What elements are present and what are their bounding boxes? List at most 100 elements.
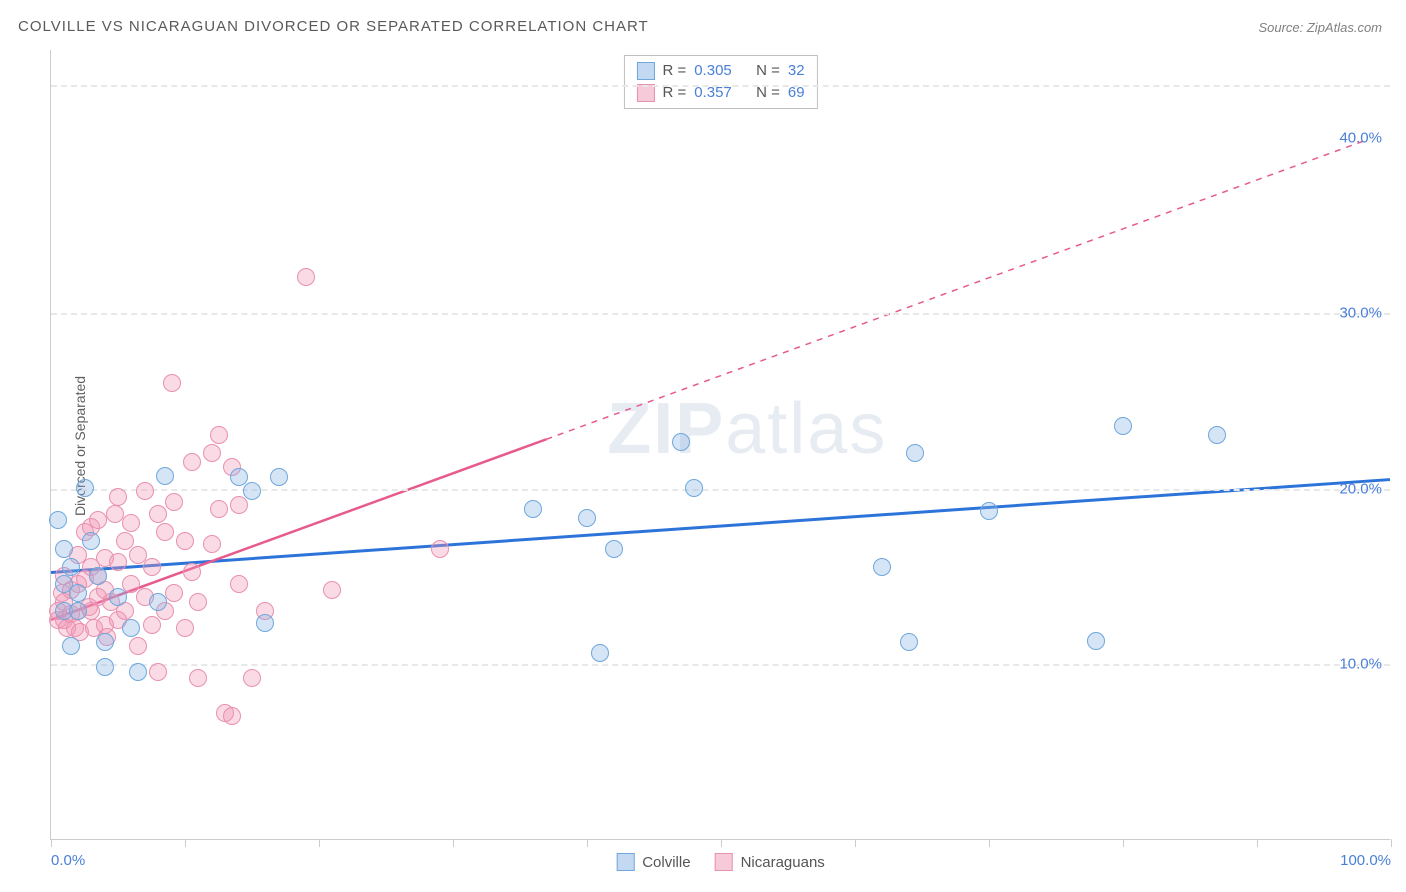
data-point-nicaraguans <box>203 535 221 553</box>
watermark-atlas: atlas <box>725 389 887 469</box>
data-point-nicaraguans <box>143 616 161 634</box>
data-point-nicaraguans <box>156 523 174 541</box>
data-point-nicaraguans <box>210 426 228 444</box>
data-point-nicaraguans <box>129 637 147 655</box>
data-point-nicaraguans <box>223 707 241 725</box>
legend-item-nicaraguans: Nicaraguans <box>715 853 825 871</box>
data-point-nicaraguans <box>109 488 127 506</box>
data-point-nicaraguans <box>203 444 221 462</box>
data-point-colville <box>55 540 73 558</box>
data-point-colville <box>230 468 248 486</box>
y-tick-label: 30.0% <box>1339 305 1382 322</box>
data-point-colville <box>524 500 542 518</box>
swatch-blue-icon <box>616 853 634 871</box>
y-tick-label: 40.0% <box>1339 129 1382 146</box>
swatch-blue-icon <box>636 62 654 80</box>
trend-line <box>546 141 1363 439</box>
data-point-colville <box>1114 417 1132 435</box>
data-point-nicaraguans <box>89 511 107 529</box>
x-tick <box>1123 839 1124 847</box>
chart-container: COLVILLE VS NICARAGUAN DIVORCED OR SEPAR… <box>0 0 1406 892</box>
watermark: ZIPatlas <box>607 388 887 470</box>
y-tick-label: 20.0% <box>1339 480 1382 497</box>
data-point-nicaraguans <box>189 593 207 611</box>
trend-lines <box>51 50 1390 839</box>
data-point-colville <box>243 482 261 500</box>
data-point-colville <box>109 588 127 606</box>
data-point-nicaraguans <box>243 669 261 687</box>
n-label: N = <box>756 60 780 82</box>
legend-label: Nicaraguans <box>741 854 825 871</box>
data-point-colville <box>672 433 690 451</box>
data-point-colville <box>1087 632 1105 650</box>
legend-row-colville: R = 0.305 N = 32 <box>636 60 804 82</box>
data-point-colville <box>156 467 174 485</box>
n-value: 32 <box>788 60 805 82</box>
data-point-nicaraguans <box>165 493 183 511</box>
data-point-nicaraguans <box>109 553 127 571</box>
data-point-nicaraguans <box>149 505 167 523</box>
data-point-nicaraguans <box>210 500 228 518</box>
data-point-nicaraguans <box>143 558 161 576</box>
data-point-colville <box>62 558 80 576</box>
watermark-zip: ZIP <box>607 389 725 469</box>
swatch-pink-icon <box>715 853 733 871</box>
gridline <box>51 313 1390 315</box>
correlation-legend: R = 0.305 N = 32 R = 0.357 N = 69 <box>623 55 817 109</box>
gridline <box>51 85 1390 87</box>
data-point-nicaraguans <box>431 540 449 558</box>
data-point-nicaraguans <box>230 575 248 593</box>
data-point-colville <box>1208 426 1226 444</box>
data-point-colville <box>256 614 274 632</box>
data-point-nicaraguans <box>183 453 201 471</box>
data-point-colville <box>605 540 623 558</box>
x-tick <box>51 839 52 847</box>
data-point-colville <box>270 468 288 486</box>
data-point-colville <box>591 644 609 662</box>
data-point-colville <box>69 584 87 602</box>
x-tick <box>721 839 722 847</box>
legend-item-colville: Colville <box>616 853 690 871</box>
data-point-nicaraguans <box>136 482 154 500</box>
data-point-colville <box>149 593 167 611</box>
data-point-colville <box>685 479 703 497</box>
data-point-colville <box>906 444 924 462</box>
data-point-nicaraguans <box>176 619 194 637</box>
data-point-colville <box>900 633 918 651</box>
data-point-nicaraguans <box>122 514 140 532</box>
data-point-colville <box>82 532 100 550</box>
data-point-nicaraguans <box>116 532 134 550</box>
data-point-nicaraguans <box>149 663 167 681</box>
data-point-colville <box>873 558 891 576</box>
data-point-nicaraguans <box>176 532 194 550</box>
data-point-colville <box>89 567 107 585</box>
series-legend: Colville Nicaraguans <box>616 853 825 871</box>
x-tick <box>319 839 320 847</box>
data-point-colville <box>69 602 87 620</box>
source-attribution: Source: ZipAtlas.com <box>1258 20 1382 35</box>
data-point-nicaraguans <box>189 669 207 687</box>
data-point-nicaraguans <box>297 268 315 286</box>
data-point-colville <box>62 637 80 655</box>
x-tick <box>1257 839 1258 847</box>
data-point-nicaraguans <box>183 563 201 581</box>
data-point-colville <box>49 511 67 529</box>
legend-label: Colville <box>642 854 690 871</box>
x-tick-label: 100.0% <box>1340 852 1391 869</box>
x-tick <box>855 839 856 847</box>
data-point-colville <box>122 619 140 637</box>
x-tick-label: 0.0% <box>51 852 85 869</box>
data-point-colville <box>76 479 94 497</box>
r-value: 0.305 <box>694 60 732 82</box>
gridline <box>51 664 1390 666</box>
data-point-colville <box>96 633 114 651</box>
y-tick-label: 10.0% <box>1339 656 1382 673</box>
data-point-colville <box>980 502 998 520</box>
data-point-nicaraguans <box>323 581 341 599</box>
data-point-nicaraguans <box>230 496 248 514</box>
x-tick <box>587 839 588 847</box>
plot-area: ZIPatlas R = 0.305 N = 32 R = 0.357 N = … <box>50 50 1390 840</box>
x-tick <box>453 839 454 847</box>
data-point-colville <box>578 509 596 527</box>
x-tick <box>1391 839 1392 847</box>
